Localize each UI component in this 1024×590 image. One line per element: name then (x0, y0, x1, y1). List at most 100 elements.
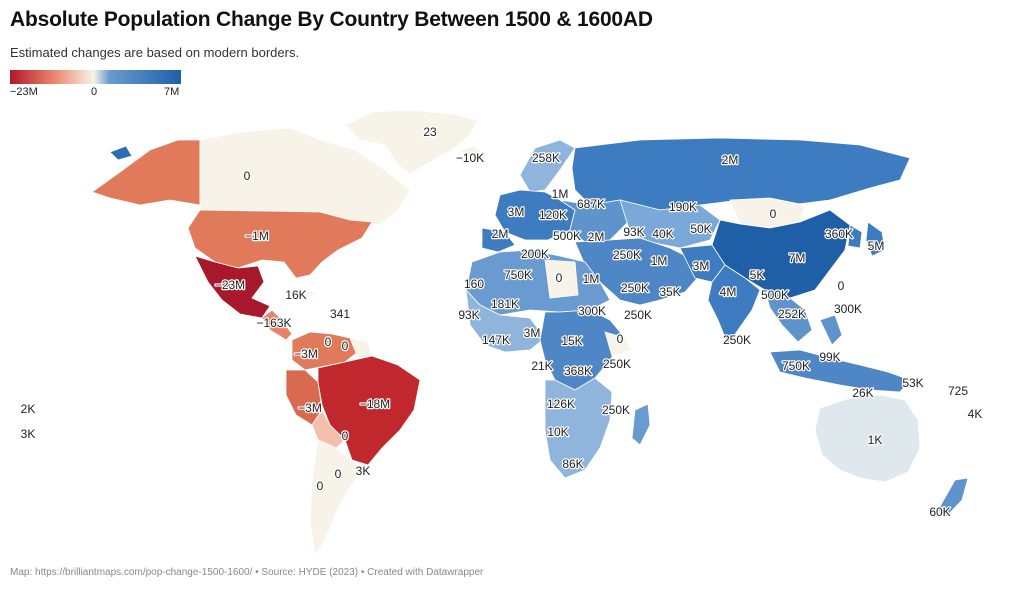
region-east-africa[interactable] (539, 309, 626, 391)
map-label-kazakhstan: 190K (669, 200, 697, 214)
map-label-taiwan: 0 (838, 279, 845, 293)
legend-mid-label: 0 (91, 86, 98, 98)
region-southern-africa[interactable] (544, 377, 613, 479)
map-label-canada: 0 (244, 169, 251, 183)
map-label-central-america: −163K (256, 316, 291, 330)
map-label-algeria: 750K (504, 268, 532, 282)
region-brazil[interactable] (317, 355, 421, 466)
region-indonesia[interactable] (769, 349, 911, 393)
map-label-central-african-rep: 15K (561, 334, 582, 348)
region-madagascar[interactable] (631, 403, 651, 446)
map-label-ethiopia: 0 (617, 332, 624, 346)
map-label-cuba: 16K (285, 288, 306, 302)
region-iberia[interactable] (481, 227, 516, 253)
map-label-egypt: 1M (583, 272, 600, 286)
region-korea-japan[interactable] (847, 221, 886, 257)
map-label-sudan: 300K (578, 304, 606, 318)
map-label-central-europe: 120K (539, 208, 567, 222)
map-label-bolivia: 0 (342, 429, 349, 443)
map-label-venezuela: 0 (325, 335, 332, 349)
map-label-turkey: 2M (588, 230, 605, 244)
region-ethiopia[interactable] (604, 331, 633, 357)
map-label-kenya: 250K (603, 357, 631, 371)
map-label-germany: 1M (552, 187, 569, 201)
map-label-western-sahara: 160 (464, 277, 484, 291)
region-peru[interactable] (285, 369, 323, 426)
map-label-korea: 360K (825, 227, 853, 241)
map-label-guinea: 147K (482, 333, 510, 347)
legend-gradient-bar (10, 70, 181, 84)
legend-max-label: 7M (164, 86, 180, 98)
map-label-nepal: 5K (750, 268, 765, 282)
map-label-argentina: 0 (317, 479, 324, 493)
region-southeast-asia[interactable] (764, 289, 813, 343)
map-label-senegal: 93K (458, 308, 479, 322)
map-label-pakistan: 35K (659, 285, 680, 299)
map-label-congo: 368K (564, 364, 592, 378)
map-label-iraq: 250K (613, 248, 641, 262)
map-label-saudi-arabia: 250K (621, 281, 649, 295)
map-label-china: 7M (789, 251, 806, 265)
map-label-east-timor: 26K (852, 386, 873, 400)
map-label-japan: 5M (868, 239, 885, 253)
region-usa[interactable] (187, 209, 373, 279)
map-label-pacific-islands: 3K (21, 427, 36, 441)
map-label-uruguay: 3K (356, 464, 371, 478)
map-label-scandinavia: 258K (532, 151, 560, 165)
region-argentina[interactable] (309, 439, 363, 557)
map-label-australia: 1K (868, 433, 883, 447)
region-libya[interactable] (544, 259, 579, 299)
map-label-libya: 0 (556, 271, 563, 285)
map-label-kyrgyzstan: 50K (690, 222, 711, 236)
region-alaska-small[interactable] (109, 145, 133, 161)
map-label-malaysia: 99K (819, 350, 840, 364)
map-label-italy: 500K (553, 229, 581, 243)
map-label-papua: 53K (902, 376, 923, 390)
map-label-myanmar: 500K (761, 288, 789, 302)
map-label-paraguay: 0 (335, 467, 342, 481)
map-label-usa: −1M (245, 229, 269, 243)
map-label-south-africa: 86K (562, 457, 583, 471)
map-label-afghanistan: 3M (693, 259, 710, 273)
region-central-asia[interactable] (619, 199, 721, 249)
map-label-nigeria: 3M (524, 326, 541, 340)
map-label-iceland: −10K (456, 151, 484, 165)
region-new-zealand[interactable] (937, 477, 969, 519)
map-label-guianas: 0 (342, 339, 349, 353)
region-alaska[interactable] (91, 139, 201, 206)
map-label-morocco: 200K (521, 247, 549, 261)
region-australia[interactable] (814, 394, 921, 483)
map-label-caucasus: 93K (623, 225, 644, 239)
map-label-sri-lanka: 250K (723, 333, 751, 347)
map-label-poland: 687K (577, 197, 605, 211)
map-label-mexico: −23M (215, 278, 245, 292)
map-label-france: 3M (508, 205, 525, 219)
region-philippines[interactable] (819, 314, 843, 346)
map-label-mongolia: 0 (770, 207, 777, 221)
region-colombia-venezuela[interactable] (291, 331, 361, 371)
region-india[interactable] (707, 264, 761, 346)
map-label-solomon-islands: 725 (948, 384, 968, 398)
region-greenland[interactable] (344, 109, 479, 175)
page-subtitle: Estimated changes are based on modern bo… (10, 45, 300, 60)
region-scandinavia[interactable] (519, 139, 576, 193)
map-label-cameroon: 21K (531, 359, 552, 373)
region-russia[interactable] (571, 137, 911, 211)
map-label-yemen: 250K (624, 308, 652, 322)
region-iceland[interactable] (459, 145, 483, 159)
map-label-hawaii: 2K (21, 402, 36, 416)
map-label-vietnam: 252K (778, 307, 806, 321)
map-label-fiji: 4K (968, 407, 983, 421)
region-central-america[interactable] (261, 309, 293, 341)
legend-min-label: −23M (10, 86, 38, 98)
map-label-colombia: −3M (294, 347, 318, 361)
map-label-russia: 2M (722, 153, 739, 167)
map-label-peru: −3M (298, 401, 322, 415)
map-label-indonesia: 750K (782, 359, 810, 373)
region-west-africa[interactable] (465, 288, 546, 353)
region-mexico[interactable] (194, 255, 271, 319)
region-cuba[interactable] (280, 287, 320, 299)
map-label-iran: 1M (651, 254, 668, 268)
map-label-new-zealand: 60K (929, 505, 950, 519)
